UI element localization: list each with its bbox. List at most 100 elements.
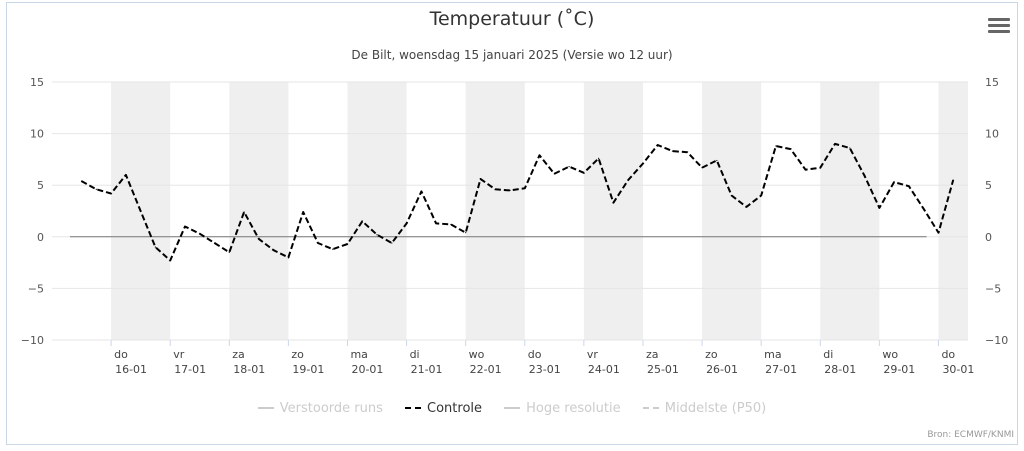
legend-item-middelste[interactable]: Middelste (P50) <box>642 401 767 416</box>
data-point <box>849 147 851 149</box>
data-point <box>583 172 585 174</box>
data-point <box>391 242 393 244</box>
data-point <box>346 243 349 245</box>
y-tick-label-left: −10 <box>21 334 44 347</box>
data-point <box>923 208 925 210</box>
legend-label: Middelste (P50) <box>664 401 767 416</box>
credits: Bron: ECMWF/KNMI <box>927 430 1014 440</box>
data-point <box>952 179 954 181</box>
chart-menu-button[interactable] <box>988 18 1010 36</box>
data-point <box>243 211 245 213</box>
y-tick-label-right: 15 <box>985 76 999 89</box>
data-point <box>553 173 555 175</box>
day-band <box>702 82 762 340</box>
data-point <box>612 202 615 204</box>
data-point <box>509 189 511 191</box>
x-tick-day: zo <box>291 348 304 361</box>
data-point <box>893 181 895 183</box>
y-tick-label-right: −5 <box>985 282 1001 295</box>
y-tick-label-left: −5 <box>28 282 44 295</box>
data-point <box>775 145 777 147</box>
x-tick-date: 30-01 <box>942 363 974 376</box>
x-tick-day: di <box>823 348 833 361</box>
data-point <box>302 211 304 213</box>
y-tick-label-left: 10 <box>30 128 44 141</box>
legend-item-hoge-resolutie[interactable]: Hoge resolutie <box>504 401 621 416</box>
data-point <box>361 220 363 222</box>
data-point <box>169 259 171 262</box>
x-tick-day: vr <box>587 348 599 361</box>
data-point <box>435 222 437 224</box>
data-point <box>731 194 733 197</box>
data-point <box>908 185 910 187</box>
x-tick-date: 24-01 <box>588 363 620 376</box>
y-tick-label-right: 10 <box>985 128 999 141</box>
chart-subtitle: De Bilt, woensdag 15 januari 2025 (Versi… <box>351 48 673 62</box>
y-tick-label-right: 5 <box>985 179 992 192</box>
data-point <box>760 194 762 197</box>
data-point <box>834 143 836 145</box>
x-tick-day: wo <box>469 348 485 361</box>
chart-title: Temperatuur (˚C) <box>429 8 595 30</box>
day-band <box>229 82 289 340</box>
data-point <box>657 144 659 146</box>
x-tick-date: 18-01 <box>233 363 265 376</box>
legend-dash-icon <box>642 406 659 409</box>
data-point <box>627 179 629 181</box>
y-tick-label-left: 0 <box>37 231 44 244</box>
data-point <box>420 190 422 192</box>
day-band <box>938 82 968 340</box>
x-tick-day: ma <box>350 348 367 361</box>
x-tick-day: do <box>941 348 955 361</box>
data-point <box>213 242 216 244</box>
x-tick-day: zo <box>705 348 718 361</box>
data-point <box>819 167 821 169</box>
data-point <box>95 188 97 190</box>
y-tick-label-left: 5 <box>37 179 44 192</box>
data-point <box>287 256 289 259</box>
legend-line-icon <box>257 406 274 409</box>
data-point <box>450 223 452 226</box>
x-tick-date: 22-01 <box>470 363 502 376</box>
y-tick-label-left: 15 <box>30 76 44 89</box>
x-tick-day: do <box>528 348 542 361</box>
data-point <box>598 157 600 159</box>
data-point <box>937 232 940 234</box>
data-point <box>199 233 201 235</box>
legend-item-verstoorde-runs[interactable]: Verstoorde runs <box>257 401 383 416</box>
data-point <box>273 249 275 251</box>
data-point <box>376 234 378 236</box>
data-point <box>878 207 880 209</box>
data-point <box>125 174 127 176</box>
x-tick-date: 25-01 <box>647 363 679 376</box>
legend-label: Hoge resolutie <box>526 401 621 416</box>
x-tick-day: wo <box>882 348 898 361</box>
data-point <box>568 166 570 168</box>
legend-label: Verstoorde runs <box>279 401 383 416</box>
data-point <box>686 151 688 153</box>
data-point <box>790 148 792 150</box>
x-tick-date: 21-01 <box>411 363 443 376</box>
x-tick-date: 17-01 <box>174 363 206 376</box>
legend-item-controle[interactable]: Controle <box>405 401 482 416</box>
data-point <box>524 187 526 189</box>
x-tick-date: 27-01 <box>765 363 797 376</box>
data-point <box>332 248 334 250</box>
x-tick-day: za <box>232 348 245 361</box>
chart-legend: Verstoorde runs Controle Hoge resolutie … <box>0 401 1024 416</box>
hamburger-icon-bar <box>988 24 1010 27</box>
data-point <box>494 188 496 190</box>
x-tick-date: 19-01 <box>292 363 324 376</box>
data-point <box>184 225 186 228</box>
day-band <box>347 82 407 340</box>
data-point <box>479 178 482 180</box>
data-point <box>317 242 319 244</box>
x-tick-date: 28-01 <box>824 363 856 376</box>
day-band <box>820 82 880 340</box>
x-tick-day: za <box>646 348 659 361</box>
data-point <box>140 210 142 212</box>
data-point <box>405 222 408 224</box>
legend-dash-icon <box>405 406 422 409</box>
x-tick-date: 26-01 <box>706 363 738 376</box>
day-band <box>583 82 643 340</box>
